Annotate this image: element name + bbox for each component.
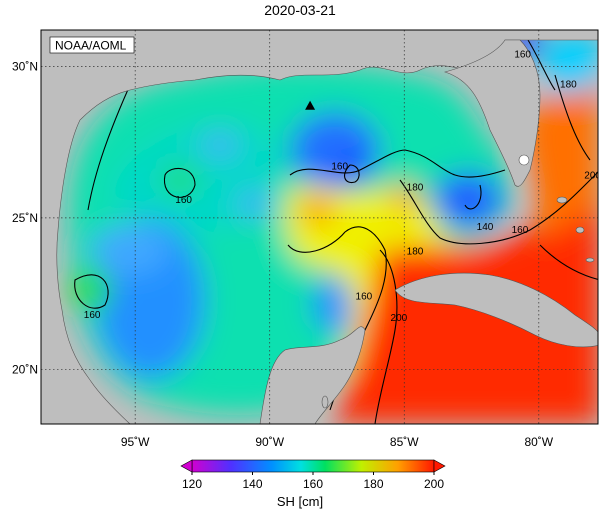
contour-line (539, 244, 598, 281)
contour-value-label: 160 (514, 49, 531, 60)
contour-line (87, 84, 131, 211)
contour-value-label: 200 (391, 313, 408, 324)
contour-line (527, 39, 556, 91)
bahamas-island (585, 257, 595, 263)
lon-tick-label: 95˚W (121, 435, 150, 449)
graticule (41, 30, 598, 424)
contour-value-label: 180 (407, 246, 424, 257)
map-plot-area: 160 160 160 180 180 160 200 160 180 200 140 160 NOA… (41, 30, 600, 424)
colorbar-title: SH [cm] (276, 494, 324, 509)
contour-line (289, 149, 506, 178)
cozumel-island (321, 395, 329, 409)
lon-tick-label: 80˚W (524, 435, 553, 449)
lon-tick-label: 85˚W (390, 435, 419, 449)
contour-line (344, 164, 360, 184)
contour-value-label: 160 (512, 225, 529, 236)
mainland-north-america (41, 30, 598, 424)
contour-value-label: 160 (175, 195, 192, 206)
contour-value-label: 160 (84, 310, 101, 321)
yucatan-peninsula (259, 326, 366, 424)
map-title: 2020-03-21 (264, 2, 336, 18)
contour-value-label: 180 (560, 80, 577, 91)
contour-line (374, 249, 398, 424)
colorbar-tick-label: 140 (242, 477, 262, 491)
contour-labels: 160 160 160 180 180 160 200 160 180 200 140 160 (84, 49, 600, 324)
colorbar-tick-label: 180 (363, 477, 383, 491)
contour-value-label: 140 (477, 222, 494, 233)
colorbar: 120 140 160 180 200 (180, 459, 446, 491)
contour-line (464, 184, 482, 210)
source-label: NOAA/AOML (55, 39, 127, 53)
colorbar-max-arrow (433, 459, 446, 473)
contour-value-label: 160 (356, 292, 373, 303)
contour-line (74, 274, 109, 309)
bahamas-island (575, 226, 585, 234)
source-label-box (49, 36, 135, 54)
contour-line (399, 171, 598, 245)
lat-tick-label: 20˚N (12, 362, 38, 376)
station-marker-triangle (305, 100, 316, 110)
lake-okeechobee (518, 154, 530, 166)
lat-tick-label: 25˚N (12, 211, 38, 225)
contour-value-label: 160 (331, 161, 348, 172)
colorbar-min-arrow (180, 459, 193, 473)
colorbar-gradient (191, 459, 435, 473)
bahamas-island (556, 196, 568, 204)
contour-line (163, 167, 196, 198)
lat-tick-label: 30˚N (12, 59, 38, 73)
colorbar-tick-label: 120 (182, 477, 202, 491)
contour-value-label: 200 (584, 171, 600, 182)
colorbar-ticks: 120 140 160 180 200 (182, 472, 444, 491)
colorbar-tick-label: 200 (424, 477, 444, 491)
map-frame (40, 29, 599, 425)
axis-labels: 95˚W 90˚W 85˚W 80˚W 30˚N 25˚N 20˚N (12, 59, 554, 449)
colorbar-tick-label: 160 (303, 477, 323, 491)
contour-line (554, 74, 591, 161)
contour-value-label: 180 (407, 183, 424, 194)
cuba (394, 272, 598, 348)
florida-peninsula (443, 39, 541, 187)
lon-tick-label: 90˚W (255, 435, 284, 449)
land-masses (41, 30, 598, 424)
